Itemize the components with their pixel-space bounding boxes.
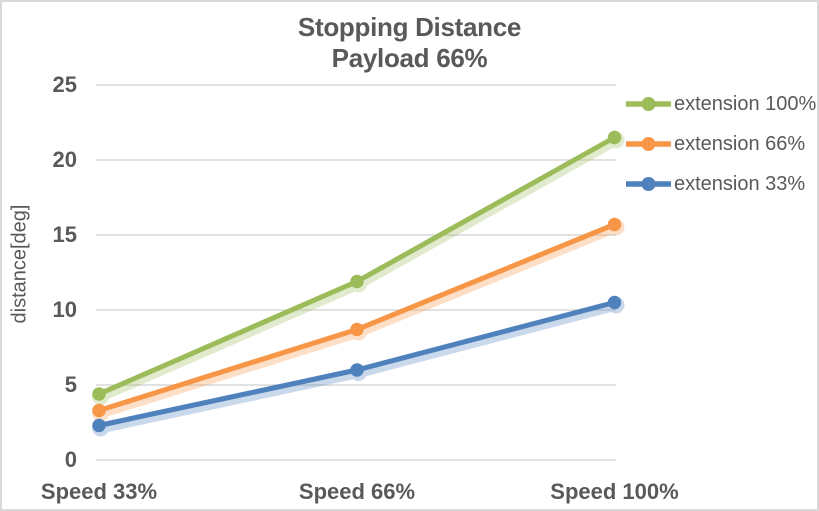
y-tick-label: 15 — [52, 222, 77, 247]
y-tick-label: 5 — [64, 372, 77, 397]
legend-label: extension 66% — [674, 132, 806, 155]
chart-title-line1: Stopping Distance — [297, 12, 522, 42]
y-tick-label: 10 — [52, 297, 77, 322]
chart-title: Stopping Distance Payload 66% — [2, 12, 817, 74]
legend-label: extension 100% — [674, 92, 817, 115]
legend-entry: extension 33% — [625, 172, 806, 195]
data-point-marker — [607, 295, 622, 310]
series-line — [92, 217, 622, 418]
series-line — [92, 130, 622, 401]
legend-line-marker-icon — [626, 177, 671, 191]
data-point-marker — [92, 387, 106, 401]
data-point-marker — [92, 403, 106, 418]
data-point-marker — [350, 274, 364, 289]
data-point-marker — [607, 130, 622, 145]
y-tick-label: 25 — [52, 72, 77, 97]
y-tick-label: 0 — [64, 447, 77, 472]
legend-line-marker-icon — [626, 137, 671, 151]
data-point-marker — [92, 418, 106, 433]
x-category-label: Speed 66% — [298, 479, 416, 504]
data-point-marker — [350, 322, 364, 337]
legend-entry: extension 66% — [625, 132, 806, 155]
chart-title-line2: Payload 66% — [331, 43, 488, 73]
legend-line-marker-icon — [626, 97, 671, 111]
x-category-label: Speed 33% — [40, 479, 158, 504]
data-point-marker — [607, 217, 622, 232]
data-point-marker — [350, 363, 364, 377]
legend-entry: extension 100% — [625, 92, 817, 115]
legend-label: extension 33% — [674, 172, 806, 195]
series-line — [92, 295, 622, 433]
x-category-label: Speed 100% — [550, 479, 679, 504]
y-tick-label: 20 — [52, 147, 77, 172]
